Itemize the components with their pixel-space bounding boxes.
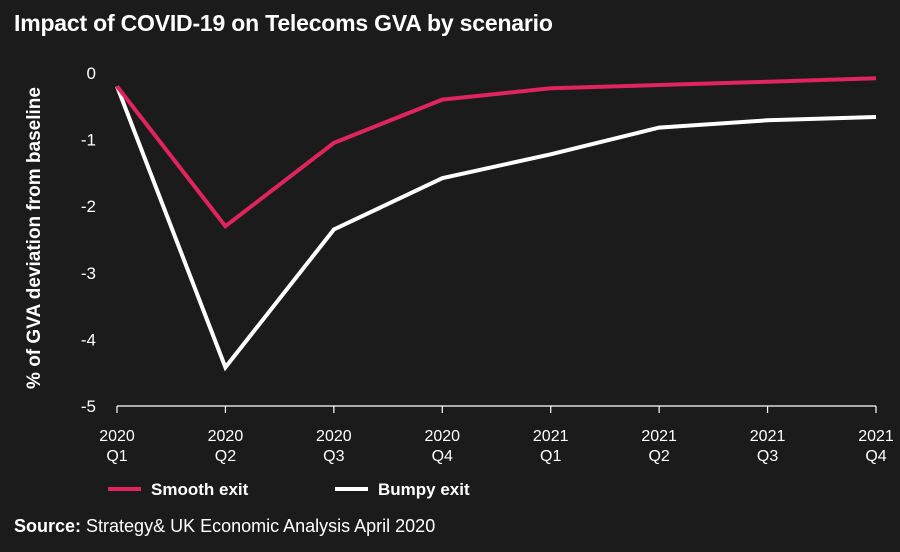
x-tick-label-year: 2021 [750,428,786,445]
y-tick-label: 0 [87,64,96,83]
x-tick-label-quarter: Q4 [432,448,453,465]
x-tick-label-year: 2021 [858,428,894,445]
x-tick-label-quarter: Q3 [757,448,778,465]
y-axis-ticks: 0 -1 -2 -3 -4 -5 [81,64,96,416]
y-tick-label: -5 [81,397,96,416]
x-tick-label-quarter: Q3 [323,448,344,465]
x-tick-label-quarter: Q1 [106,448,127,465]
x-tick-label-quarter: Q1 [540,448,561,465]
y-axis-label: % of GVA deviation from baseline [24,87,45,389]
legend: Smooth exit Bumpy exit [108,480,470,499]
x-axis: 2020 Q1 2020 Q2 2020 Q3 2020 Q4 2021 Q1 2021 Q2 2021… [99,405,894,465]
series-line-smooth-exit [115,76,877,229]
chart-title: Impact of COVID-19 on Telecoms GVA by sc… [14,10,553,36]
source-note: Source: Strategy& UK Economic Analysis A… [14,516,435,537]
x-tick-label-year: 2021 [641,428,677,445]
x-tick-label-quarter: Q2 [648,448,669,465]
y-tick-label: -1 [81,131,96,150]
source-text: Strategy& UK Economic Analysis April 202… [81,516,436,536]
x-tick-label-year: 2020 [208,428,244,445]
series-lines [115,76,877,372]
source-label: Source: [14,516,82,536]
legend-label: Bumpy exit [378,480,470,499]
x-tick-label-quarter: Q2 [215,448,236,465]
y-tick-label: -4 [81,330,96,349]
x-tick-label-year: 2020 [99,428,135,445]
x-tick-label-year: 2020 [424,428,460,445]
y-tick-label: -2 [81,197,96,216]
x-tick-label-year: 2021 [533,428,569,445]
series-line-bumpy-exit [115,85,877,372]
legend-label: Smooth exit [151,480,249,499]
x-tick-label-year: 2020 [316,428,352,445]
x-tick-label-quarter: Q4 [865,448,886,465]
y-tick-label: -3 [81,264,96,283]
